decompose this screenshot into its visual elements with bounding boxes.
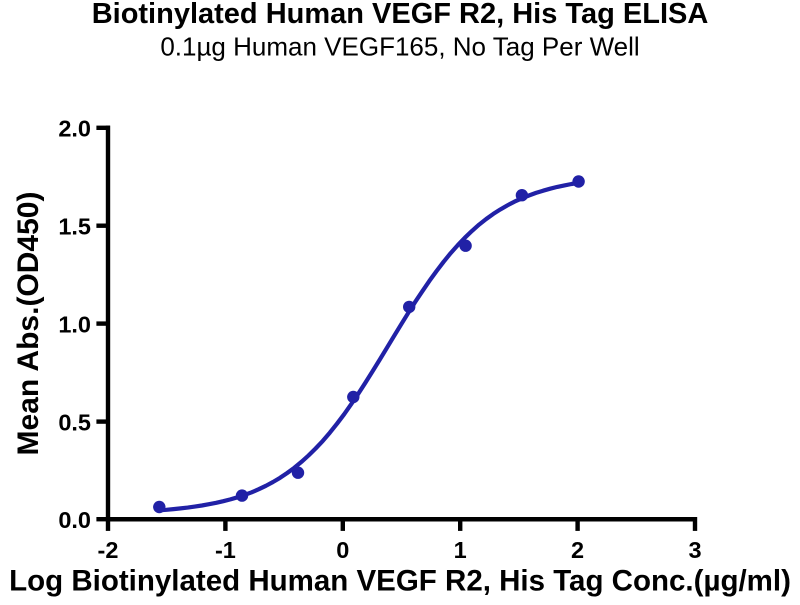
svg-text:3: 3 <box>688 537 701 563</box>
svg-text:1: 1 <box>454 537 467 563</box>
svg-text:2: 2 <box>571 537 584 563</box>
svg-text:2.0: 2.0 <box>58 116 91 142</box>
svg-text:0: 0 <box>336 537 349 563</box>
svg-text:1.0: 1.0 <box>58 311 91 337</box>
svg-text:1.5: 1.5 <box>58 214 91 240</box>
svg-text:0.1µg Human VEGF165, No Tag Pe: 0.1µg Human VEGF165, No Tag Per Well <box>160 32 639 62</box>
svg-text:-2: -2 <box>98 537 119 563</box>
svg-text:Mean Abs.(OD450): Mean Abs.(OD450) <box>12 192 45 456</box>
svg-text:Log Biotinylated Human VEGF R2: Log Biotinylated Human VEGF R2, His Tag … <box>9 565 791 598</box>
svg-text:Biotinylated Human VEGF R2, Hi: Biotinylated Human VEGF R2, His Tag ELIS… <box>92 0 709 30</box>
svg-text:0.0: 0.0 <box>58 507 91 533</box>
svg-text:0.5: 0.5 <box>58 409 91 435</box>
svg-text:-1: -1 <box>215 537 236 563</box>
